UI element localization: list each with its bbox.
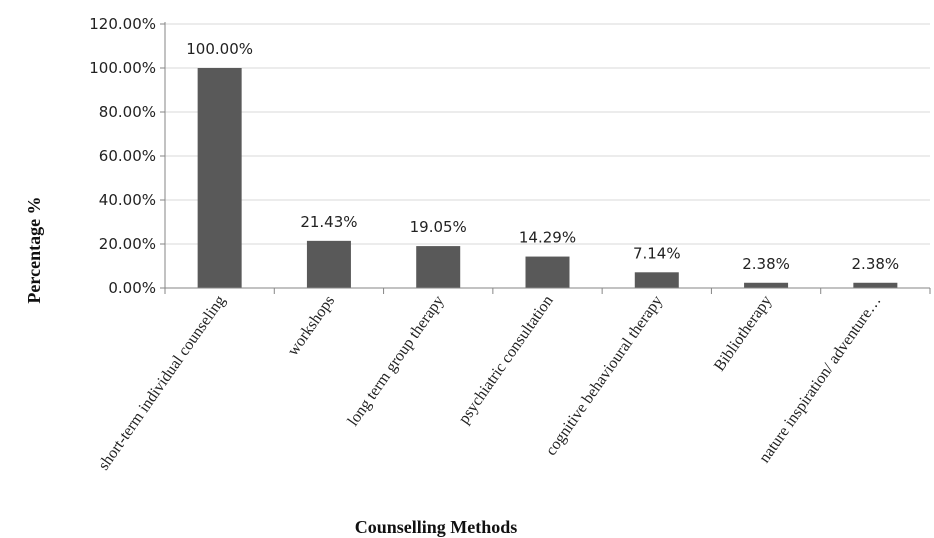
y-tick-labels: 0.00% 20.00% 40.00% 60.00% 80.00% 100.00% 120.… — [89, 15, 156, 297]
x-tick-label: psychiatric consultation — [455, 293, 556, 428]
y-tick-label: 120.00% — [89, 15, 156, 33]
bar — [744, 282, 789, 288]
bar — [525, 256, 570, 288]
bar — [416, 246, 461, 288]
data-label: 2.38% — [852, 255, 900, 273]
bars — [197, 68, 898, 288]
y-tick-label: 20.00% — [99, 235, 156, 253]
data-label: 2.38% — [742, 255, 790, 273]
x-tick-label: Bibliotherapy — [711, 293, 775, 375]
data-label: 14.29% — [519, 229, 576, 247]
bar — [634, 272, 679, 288]
data-labels: 100.00% 21.43% 19.05% 14.29% 7.14% 2.38% 2.38% — [186, 40, 899, 273]
gridlines — [160, 23, 931, 294]
y-tick-label: 60.00% — [99, 147, 156, 165]
x-tick-label: cognitive behavioural therapy — [543, 293, 667, 459]
x-tick-labels: short-term individual counseling workshop… — [95, 293, 884, 474]
data-label: 21.43% — [300, 213, 357, 231]
x-tick-label: long term group therapy — [345, 293, 448, 430]
y-tick-label: 0.00% — [108, 279, 156, 297]
x-axis-title: Counselling Methods — [355, 517, 518, 537]
bar — [197, 68, 242, 288]
x-tick-label: workshops — [285, 293, 339, 360]
y-axis-title: Percentage % — [24, 196, 44, 303]
x-tick-label: nature inspiration/ adventure… — [756, 293, 885, 467]
bar — [853, 282, 898, 288]
data-label: 7.14% — [633, 244, 681, 262]
x-tick-label: short-term individual counseling — [95, 293, 229, 474]
data-label: 100.00% — [186, 40, 253, 58]
y-tick-label: 40.00% — [99, 191, 156, 209]
bar — [306, 240, 351, 288]
axes — [164, 22, 930, 289]
y-tick-label: 100.00% — [89, 59, 156, 77]
y-tick-label: 80.00% — [99, 103, 156, 121]
data-label: 19.05% — [410, 218, 467, 236]
